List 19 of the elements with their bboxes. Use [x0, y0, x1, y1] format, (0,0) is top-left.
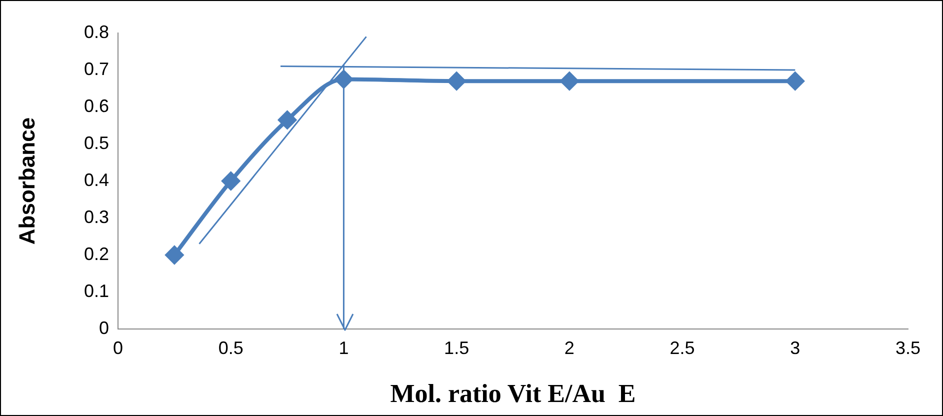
y-tick-label: 0 — [98, 318, 109, 338]
y-tick-label: 0.8 — [84, 22, 109, 42]
y-tick-label: 0.7 — [84, 58, 109, 79]
x-axis-title: Mol. ratio Vit E/Au E — [390, 379, 636, 408]
y-tick-label: 0.5 — [84, 132, 109, 153]
y-tick-label: 0.2 — [84, 244, 109, 264]
x-tick-label: 2 — [564, 338, 574, 358]
x-tick-label: 3 — [790, 338, 800, 358]
x-tick-label: 3.5 — [895, 338, 921, 358]
x-tick-label: 0 — [112, 338, 124, 358]
y-axis-title: Absorbance — [14, 117, 40, 245]
x-tick-label: 1 — [338, 338, 349, 358]
x-tick-label: 1.5 — [444, 338, 470, 358]
y-tick-label: 0.4 — [84, 170, 109, 190]
x-tick-label: 2.5 — [670, 338, 695, 358]
y-tick-label: 0.6 — [84, 96, 109, 116]
y-tick-label: 0.3 — [84, 206, 109, 227]
y-tick-label: 0.1 — [84, 280, 109, 301]
x-tick-label: 0.5 — [218, 338, 244, 358]
